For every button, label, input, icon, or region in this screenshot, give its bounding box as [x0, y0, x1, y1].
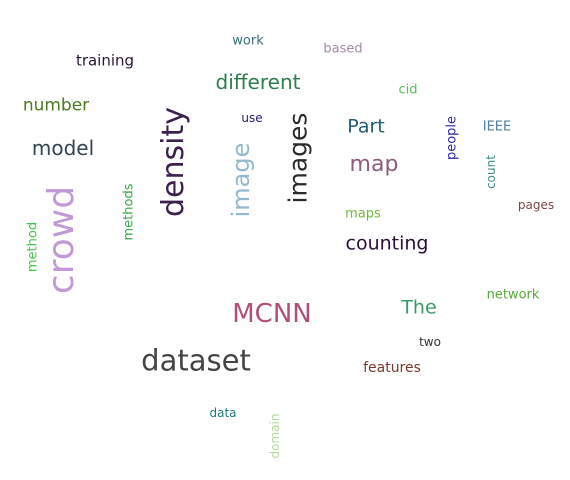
word-based: based — [323, 41, 363, 57]
word-cid: cid — [398, 82, 418, 98]
word-part: Part — [347, 115, 385, 138]
word-maps: maps — [345, 206, 381, 222]
word-dataset: dataset — [141, 343, 251, 378]
word-model: model — [31, 136, 95, 160]
word-methods: methods — [121, 183, 137, 241]
word-domain: domain — [268, 413, 282, 459]
word-images: images — [283, 112, 313, 204]
word-features: features — [363, 360, 421, 376]
word-network: network — [486, 287, 540, 303]
word-count: count — [484, 155, 498, 189]
word-different: different — [215, 70, 301, 94]
word-counting: counting — [345, 232, 429, 255]
word-image: image — [227, 142, 255, 218]
word-crowd: crowd — [41, 185, 82, 295]
word-the: The — [401, 296, 437, 319]
word-work: work — [232, 33, 264, 49]
word-ieee: IEEE — [482, 119, 512, 135]
word-pages: pages — [517, 198, 555, 212]
word-people: people — [444, 115, 460, 161]
word-training: training — [75, 51, 135, 70]
word-method: method — [25, 221, 41, 273]
word-number: number — [22, 95, 90, 116]
word-density: density — [156, 107, 191, 217]
word-map: map — [349, 152, 399, 177]
word-mcnn: MCNN — [232, 299, 312, 329]
word-two: two — [419, 335, 441, 349]
word-data: data — [209, 406, 237, 420]
word-use: use — [241, 111, 263, 125]
